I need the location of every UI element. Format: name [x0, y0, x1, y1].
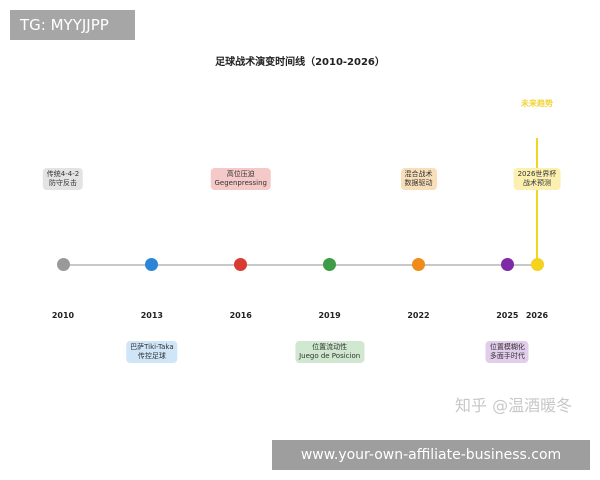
timeline-dot	[56, 258, 70, 271]
timeline-dot	[234, 258, 248, 271]
year-label: 2022	[407, 311, 430, 320]
year-label: 2010	[51, 311, 75, 320]
event-label-line: 位置流动性	[312, 343, 348, 351]
year-label: 2013	[140, 311, 163, 320]
event-label-box: 传统4-4-2 防守反击	[42, 168, 84, 190]
timeline-dot	[500, 258, 514, 271]
overlay-tag: TG: MYYJJPP	[10, 10, 135, 40]
timeline-dot	[323, 258, 337, 271]
event-label-line: 高位压迫	[226, 170, 255, 178]
watermark: 知乎 @温酒暖冬	[455, 396, 573, 415]
year-label: 2026	[525, 311, 549, 320]
timeline-dot	[412, 258, 425, 271]
footer-url: www.your-own-affiliate-business.com	[272, 440, 590, 470]
event-label-line: 位置模糊化	[489, 343, 525, 351]
event-label-box: 位置流动性 Juego de Posicion	[295, 341, 365, 363]
event-label-box: 高位压迫 Gegenpressing	[210, 168, 272, 190]
event-label-line: Gegenpressing	[214, 179, 268, 187]
event-label-box: 巴萨Tiki-Taka 传控足球	[126, 341, 178, 363]
timeline-dot	[530, 258, 544, 271]
event-label-line: 防守反击	[48, 179, 77, 187]
event-label-line: 传控足球	[137, 352, 166, 360]
event-label-line: 2026世界杯	[517, 170, 557, 178]
event-label-line: 多面手时代	[489, 352, 525, 360]
event-label-line: 混合战术	[404, 170, 433, 178]
event-label-box: 混合战术 数据驱动	[400, 168, 437, 190]
timeline-dot	[145, 258, 159, 271]
future-marker-line	[536, 138, 538, 265]
future-trend-label: 未来趋势	[521, 99, 553, 108]
event-label-line: 巴萨Tiki-Taka	[130, 343, 174, 351]
timeline-axis	[63, 264, 537, 266]
event-label-line: Juego de Posicion	[299, 352, 361, 360]
diagram-title: 足球战术演变时间线（2010-2026）	[215, 57, 385, 68]
year-label: 2025	[496, 311, 519, 320]
event-label-line: 数据驱动	[404, 179, 433, 187]
event-label-line: 战术预测	[522, 179, 551, 187]
event-label-line: 传统4-4-2	[46, 170, 80, 178]
event-label-box: 位置模糊化 多面手时代	[485, 341, 529, 363]
event-label-box: 2026世界杯 战术预测	[513, 168, 561, 190]
year-label: 2019	[318, 311, 341, 320]
year-label: 2016	[229, 311, 252, 320]
